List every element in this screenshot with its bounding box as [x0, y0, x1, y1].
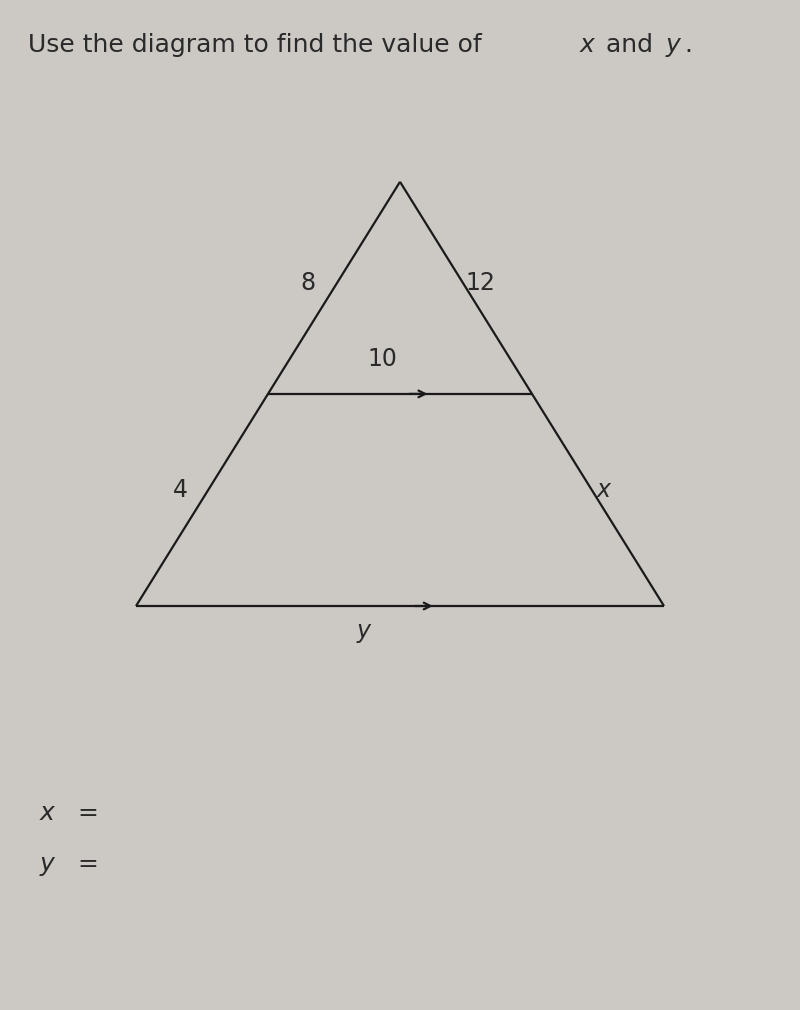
- Text: =: =: [70, 851, 99, 876]
- Text: x: x: [597, 478, 611, 502]
- Text: 10: 10: [367, 346, 398, 371]
- Text: 12: 12: [465, 271, 495, 295]
- Text: x: x: [580, 33, 594, 58]
- Text: and: and: [598, 33, 662, 58]
- Text: x: x: [40, 801, 54, 825]
- Text: 8: 8: [301, 271, 315, 295]
- Text: 4: 4: [173, 478, 187, 502]
- Text: y: y: [666, 33, 680, 58]
- Text: .: .: [684, 33, 692, 58]
- Text: =: =: [70, 801, 99, 825]
- Text: y: y: [357, 619, 371, 643]
- Text: y: y: [40, 851, 54, 876]
- Text: Use the diagram to find the value of: Use the diagram to find the value of: [28, 33, 490, 58]
